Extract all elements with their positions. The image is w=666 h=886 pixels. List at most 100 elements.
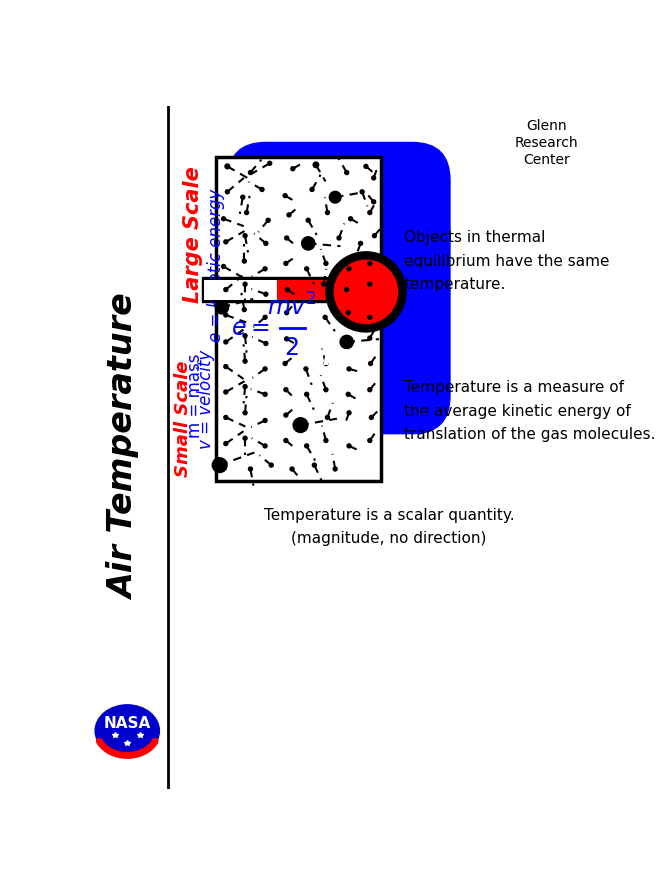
Circle shape xyxy=(263,241,268,246)
Text: Small Scale: Small Scale xyxy=(174,361,192,478)
Circle shape xyxy=(262,443,268,448)
Circle shape xyxy=(262,315,268,320)
Circle shape xyxy=(240,195,246,200)
Circle shape xyxy=(283,412,288,418)
Circle shape xyxy=(242,436,248,441)
Circle shape xyxy=(346,266,352,271)
Circle shape xyxy=(371,199,376,205)
Circle shape xyxy=(282,361,288,366)
Text: Temperature is a scalar quantity.
(magnitude, no direction): Temperature is a scalar quantity. (magni… xyxy=(264,508,514,546)
Circle shape xyxy=(223,339,228,345)
Circle shape xyxy=(367,210,372,215)
Circle shape xyxy=(263,291,268,297)
Circle shape xyxy=(289,466,295,471)
Circle shape xyxy=(224,189,230,195)
Circle shape xyxy=(242,259,247,264)
Bar xyxy=(202,277,353,302)
Circle shape xyxy=(223,441,228,447)
Circle shape xyxy=(259,187,264,192)
Circle shape xyxy=(284,236,289,241)
Circle shape xyxy=(242,359,248,364)
Circle shape xyxy=(242,410,248,416)
Circle shape xyxy=(325,415,330,420)
Circle shape xyxy=(304,392,310,397)
Circle shape xyxy=(321,282,326,287)
Circle shape xyxy=(221,216,226,222)
Circle shape xyxy=(212,457,228,473)
Circle shape xyxy=(346,366,352,371)
Circle shape xyxy=(360,189,365,195)
Text: Large Scale: Large Scale xyxy=(182,166,202,302)
Circle shape xyxy=(267,160,272,166)
Circle shape xyxy=(310,187,315,192)
Circle shape xyxy=(367,260,372,266)
Text: Air: Air xyxy=(301,344,346,371)
Circle shape xyxy=(346,443,352,448)
Circle shape xyxy=(248,466,253,471)
Text: $2$: $2$ xyxy=(284,336,298,360)
Circle shape xyxy=(224,163,230,169)
Circle shape xyxy=(312,161,320,168)
Circle shape xyxy=(221,264,226,269)
Circle shape xyxy=(346,310,351,315)
Circle shape xyxy=(262,392,268,397)
Circle shape xyxy=(304,443,310,448)
Circle shape xyxy=(286,212,292,218)
Text: $mv^2$: $mv^2$ xyxy=(267,293,316,321)
Text: e = kinetic energy: e = kinetic energy xyxy=(207,188,225,342)
Circle shape xyxy=(323,438,328,443)
Circle shape xyxy=(242,233,248,238)
Circle shape xyxy=(306,218,311,223)
Circle shape xyxy=(242,307,247,312)
Circle shape xyxy=(344,170,350,175)
Ellipse shape xyxy=(93,703,161,758)
Circle shape xyxy=(242,333,248,338)
Circle shape xyxy=(348,216,353,222)
Circle shape xyxy=(367,387,372,392)
Circle shape xyxy=(223,312,228,318)
Circle shape xyxy=(223,415,228,420)
Circle shape xyxy=(332,466,338,471)
Circle shape xyxy=(304,266,310,271)
Circle shape xyxy=(283,260,288,266)
Text: v = velocity: v = velocity xyxy=(197,350,215,449)
Bar xyxy=(216,157,382,480)
Circle shape xyxy=(334,260,398,324)
Circle shape xyxy=(323,260,328,266)
Circle shape xyxy=(325,210,330,215)
Circle shape xyxy=(371,175,376,181)
Circle shape xyxy=(344,287,350,292)
Circle shape xyxy=(323,361,328,366)
Circle shape xyxy=(242,384,248,389)
Circle shape xyxy=(262,366,268,371)
Circle shape xyxy=(346,410,352,416)
Circle shape xyxy=(263,341,268,346)
Circle shape xyxy=(262,418,268,424)
Text: Temperature is a measure of
the average kinetic energy of
translation of the gas: Temperature is a measure of the average … xyxy=(404,380,656,442)
Circle shape xyxy=(368,361,373,366)
Text: Glenn
Research
Center: Glenn Research Center xyxy=(515,119,579,167)
Circle shape xyxy=(223,364,228,369)
Circle shape xyxy=(284,336,289,342)
Circle shape xyxy=(340,335,354,349)
Circle shape xyxy=(283,438,288,443)
Circle shape xyxy=(363,164,369,169)
Circle shape xyxy=(367,438,372,443)
Bar xyxy=(278,280,350,299)
Circle shape xyxy=(248,170,253,175)
Circle shape xyxy=(367,282,372,287)
Circle shape xyxy=(367,336,372,341)
Circle shape xyxy=(326,252,406,332)
Circle shape xyxy=(244,210,249,215)
Circle shape xyxy=(223,389,228,394)
Text: NASA: NASA xyxy=(104,716,151,731)
Text: $e =$: $e =$ xyxy=(231,316,270,340)
Text: Air Temperature: Air Temperature xyxy=(109,294,141,601)
Circle shape xyxy=(282,193,288,198)
FancyBboxPatch shape xyxy=(227,142,451,434)
Circle shape xyxy=(369,415,374,420)
Circle shape xyxy=(322,315,328,320)
Circle shape xyxy=(346,392,351,397)
Circle shape xyxy=(242,282,248,287)
Circle shape xyxy=(328,190,342,204)
